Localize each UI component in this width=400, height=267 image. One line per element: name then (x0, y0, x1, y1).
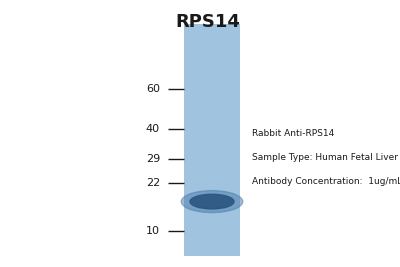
Text: Antibody Concentration:  1ug/mL: Antibody Concentration: 1ug/mL (252, 177, 400, 186)
Text: Sample Type: Human Fetal Liver: Sample Type: Human Fetal Liver (252, 153, 398, 162)
Text: 10: 10 (146, 226, 160, 236)
Ellipse shape (181, 191, 243, 213)
Text: 29: 29 (146, 154, 160, 164)
Bar (184, 24, 240, 256)
Text: 60: 60 (146, 84, 160, 95)
Text: 22: 22 (146, 178, 160, 188)
Text: Rabbit Anti-RPS14: Rabbit Anti-RPS14 (252, 129, 334, 138)
Text: RPS14: RPS14 (176, 13, 240, 31)
Ellipse shape (190, 194, 234, 209)
Text: 40: 40 (146, 124, 160, 135)
